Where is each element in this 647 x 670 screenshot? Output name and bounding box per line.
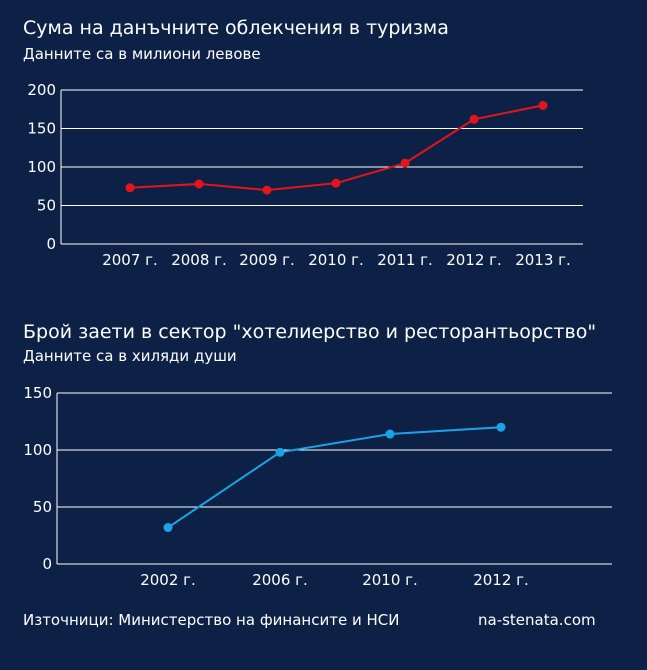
y-tick-label: 200 (27, 81, 56, 99)
site-credit: na-stenata.com (478, 611, 596, 629)
x-tick-label: 2013 г. (515, 251, 571, 269)
data-point (163, 523, 173, 533)
data-point (125, 183, 135, 193)
chart-1: 0 50 100 150 200 2007 г. 2008 г. 2009 г. 2010 г.… (27, 81, 583, 269)
y-tick-label: 100 (27, 158, 56, 176)
data-point (262, 185, 272, 195)
data-point (538, 100, 548, 110)
series-line (167, 426, 502, 529)
data-point (400, 158, 410, 168)
y-tick-label: 150 (23, 384, 52, 402)
y-tick-label: 150 (27, 120, 56, 138)
chart-2: 0 50 100 150 2002 г. 2006 г. 2010 г. 2012 г. (23, 384, 612, 589)
chart-2-subtitle: Данните са в хиляди души (23, 347, 237, 365)
x-tick-label: 2009 г. (239, 251, 295, 269)
data-point (275, 447, 285, 457)
chart-1-subtitle: Данните са в милиони левове (23, 45, 261, 63)
data-point (496, 422, 506, 432)
x-tick-label: 2012 г. (473, 571, 529, 589)
series-line (129, 104, 544, 192)
x-tick-label: 2006 г. (252, 571, 308, 589)
y-tick-label: 50 (33, 498, 52, 516)
data-point (194, 179, 204, 189)
y-tick-label: 0 (46, 235, 56, 253)
y-tick-label: 50 (37, 197, 56, 215)
x-tick-label: 2011 г. (377, 251, 433, 269)
x-tick-label: 2008 г. (171, 251, 227, 269)
y-tick-label: 100 (23, 441, 52, 459)
chart-1-title: Сума на данъчните облекчения в туризма (23, 17, 449, 39)
chart-2-title: Брой заети в сектор "хотелиерство и рест… (23, 321, 597, 343)
x-tick-label: 2010 г. (362, 571, 418, 589)
x-tick-label: 2002 г. (140, 571, 196, 589)
x-tick-label: 2010 г. (308, 251, 364, 269)
x-tick-label: 2007 г. (102, 251, 158, 269)
x-tick-label: 2012 г. (446, 251, 502, 269)
data-point (385, 429, 395, 439)
source-note: Източници: Министерство на финансите и Н… (23, 611, 400, 629)
data-point (469, 114, 479, 124)
y-tick-label: 0 (42, 555, 52, 573)
data-point (331, 178, 341, 188)
